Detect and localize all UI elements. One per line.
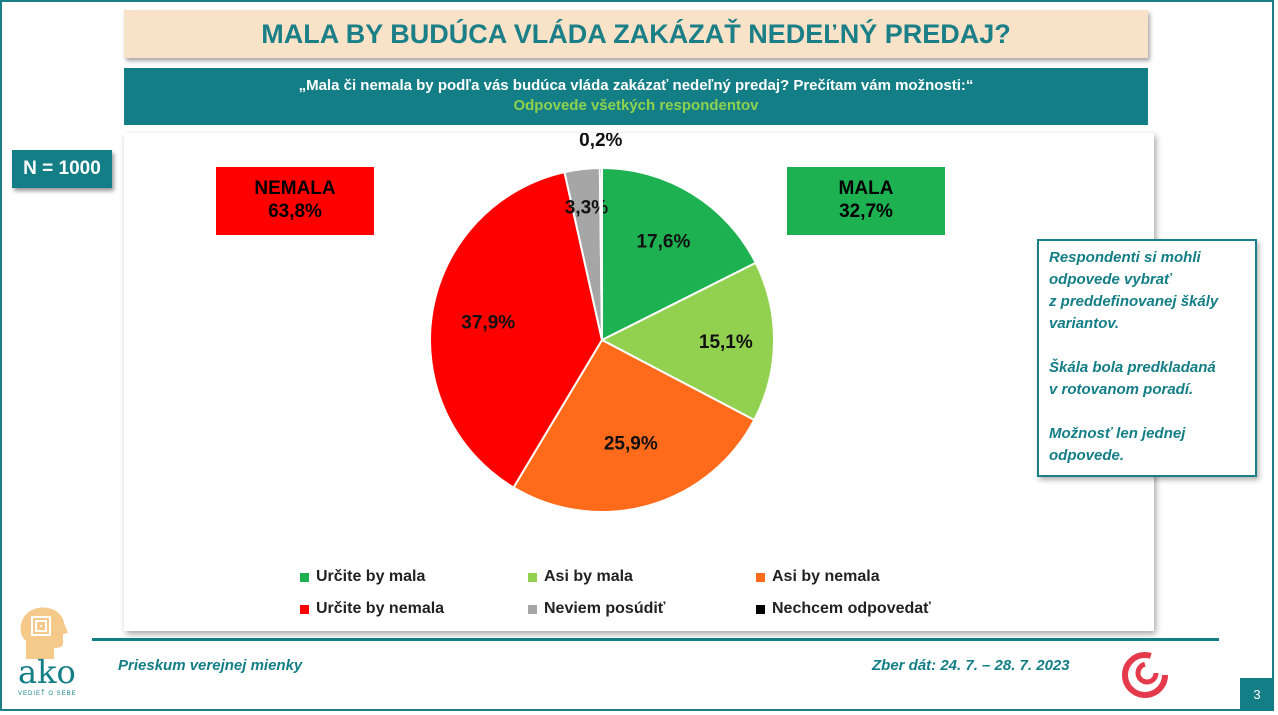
pie-slice-určite-by-mala — [601, 166, 758, 342]
pie-data-label: 0,2% — [579, 133, 622, 151]
footer-survey-label: Prieskum verejnej mienky — [118, 657, 303, 674]
question-banner: „Mala či nemala by podľa vás budúca vlád… — [124, 68, 1148, 125]
legend-swatch — [756, 604, 765, 614]
sample-size-badge: N = 1000 — [12, 150, 112, 188]
legend-item: Určite by nemala — [300, 600, 528, 618]
pie-slice-určite-by-nemala — [429, 170, 604, 489]
note-paragraph-3: Možnosť len jednej odpovede. — [1049, 425, 1186, 464]
pie-data-label: 3,3% — [565, 198, 608, 219]
legend-swatch — [528, 604, 537, 614]
page-number-text: 3 — [1253, 687, 1261, 702]
legend-label: Nechcem odpovedať — [772, 600, 931, 617]
ako-tagline: VEDIEŤ O SEBE — [18, 691, 77, 697]
legend-label: Neviem posúdiť — [544, 600, 666, 617]
ako-logo: ako VEDIEŤ O SEBE — [14, 605, 84, 705]
ako-head-icon — [20, 607, 68, 659]
ako-brand-text: ako — [18, 653, 76, 691]
legend-item: Neviem posúdiť — [528, 600, 756, 618]
summary-box-mala: MALA 32,7% — [787, 167, 945, 235]
pie-slice-asi-by-nemala — [512, 338, 756, 513]
summary-nemala-value: 63,8% — [268, 201, 322, 222]
pie-data-label: 25,9% — [604, 434, 658, 455]
pie-chart: 17,6% 15,1% 25,9% 37,9% 3,3% 0,2% — [429, 133, 775, 513]
summary-mala-value: 32,7% — [839, 201, 893, 222]
legend-swatch — [300, 604, 309, 614]
footer-collection-dates: Zber dát: 24. 7. – 28. 7. 2023 — [872, 657, 1070, 674]
summary-nemala-label: NEMALA — [254, 178, 336, 200]
note-paragraph-1: Respondenti si mohli odpovede vybrať z p… — [1049, 249, 1219, 332]
page-number: 3 — [1240, 678, 1274, 711]
slide-title-text: MALA BY BUDÚCA VLÁDA ZAKÁZAŤ NEDEĽNÝ PRE… — [261, 18, 1011, 49]
legend-label: Asi by mala — [544, 568, 633, 585]
slide-title: MALA BY BUDÚCA VLÁDA ZAKÁZAŤ NEDEĽNÝ PRE… — [124, 10, 1148, 58]
methodology-note: Respondenti si mohli odpovede vybrať z p… — [1037, 239, 1257, 477]
respondents-subtitle: Odpovede všetkých respondentov — [513, 97, 759, 114]
legend-swatch — [528, 572, 537, 582]
chart-panel: 17,6% 15,1% 25,9% 37,9% 3,3% 0,2% — [124, 133, 1154, 631]
legend-label: Asi by nemala — [772, 568, 880, 585]
pie-slice-asi-by-mala — [599, 261, 775, 422]
legend-item: Asi by mala — [528, 568, 756, 586]
legend-label: Určite by nemala — [316, 600, 445, 617]
note-paragraph-2: Škála bola predkladaná v rotovanom porad… — [1049, 359, 1216, 398]
legend-label: Určite by mala — [316, 568, 426, 585]
pie-slice-nechcem-odpovedať — [598, 166, 603, 341]
pie-data-label: 17,6% — [636, 231, 690, 252]
legend-item: Nechcem odpovedať — [756, 600, 984, 618]
legend-item: Určite by mala — [300, 568, 528, 586]
summary-box-nemala: NEMALA 63,8% — [216, 167, 374, 235]
footer-divider — [92, 638, 1219, 641]
legend-swatch — [756, 572, 765, 582]
chart-legend: Určite by mala Asi by mala Asi by nemala Ur… — [300, 568, 1000, 618]
pie-data-label: 37,9% — [461, 313, 515, 334]
legend-swatch — [300, 572, 309, 582]
question-text: „Mala či nemala by podľa vás budúca vlád… — [298, 77, 974, 94]
pie-data-label: 15,1% — [699, 332, 753, 353]
summary-mala-label: MALA — [838, 178, 894, 200]
swirl-logo-icon — [1122, 652, 1168, 698]
sample-size-text: N = 1000 — [23, 158, 101, 179]
legend-item: Asi by nemala — [756, 568, 984, 586]
